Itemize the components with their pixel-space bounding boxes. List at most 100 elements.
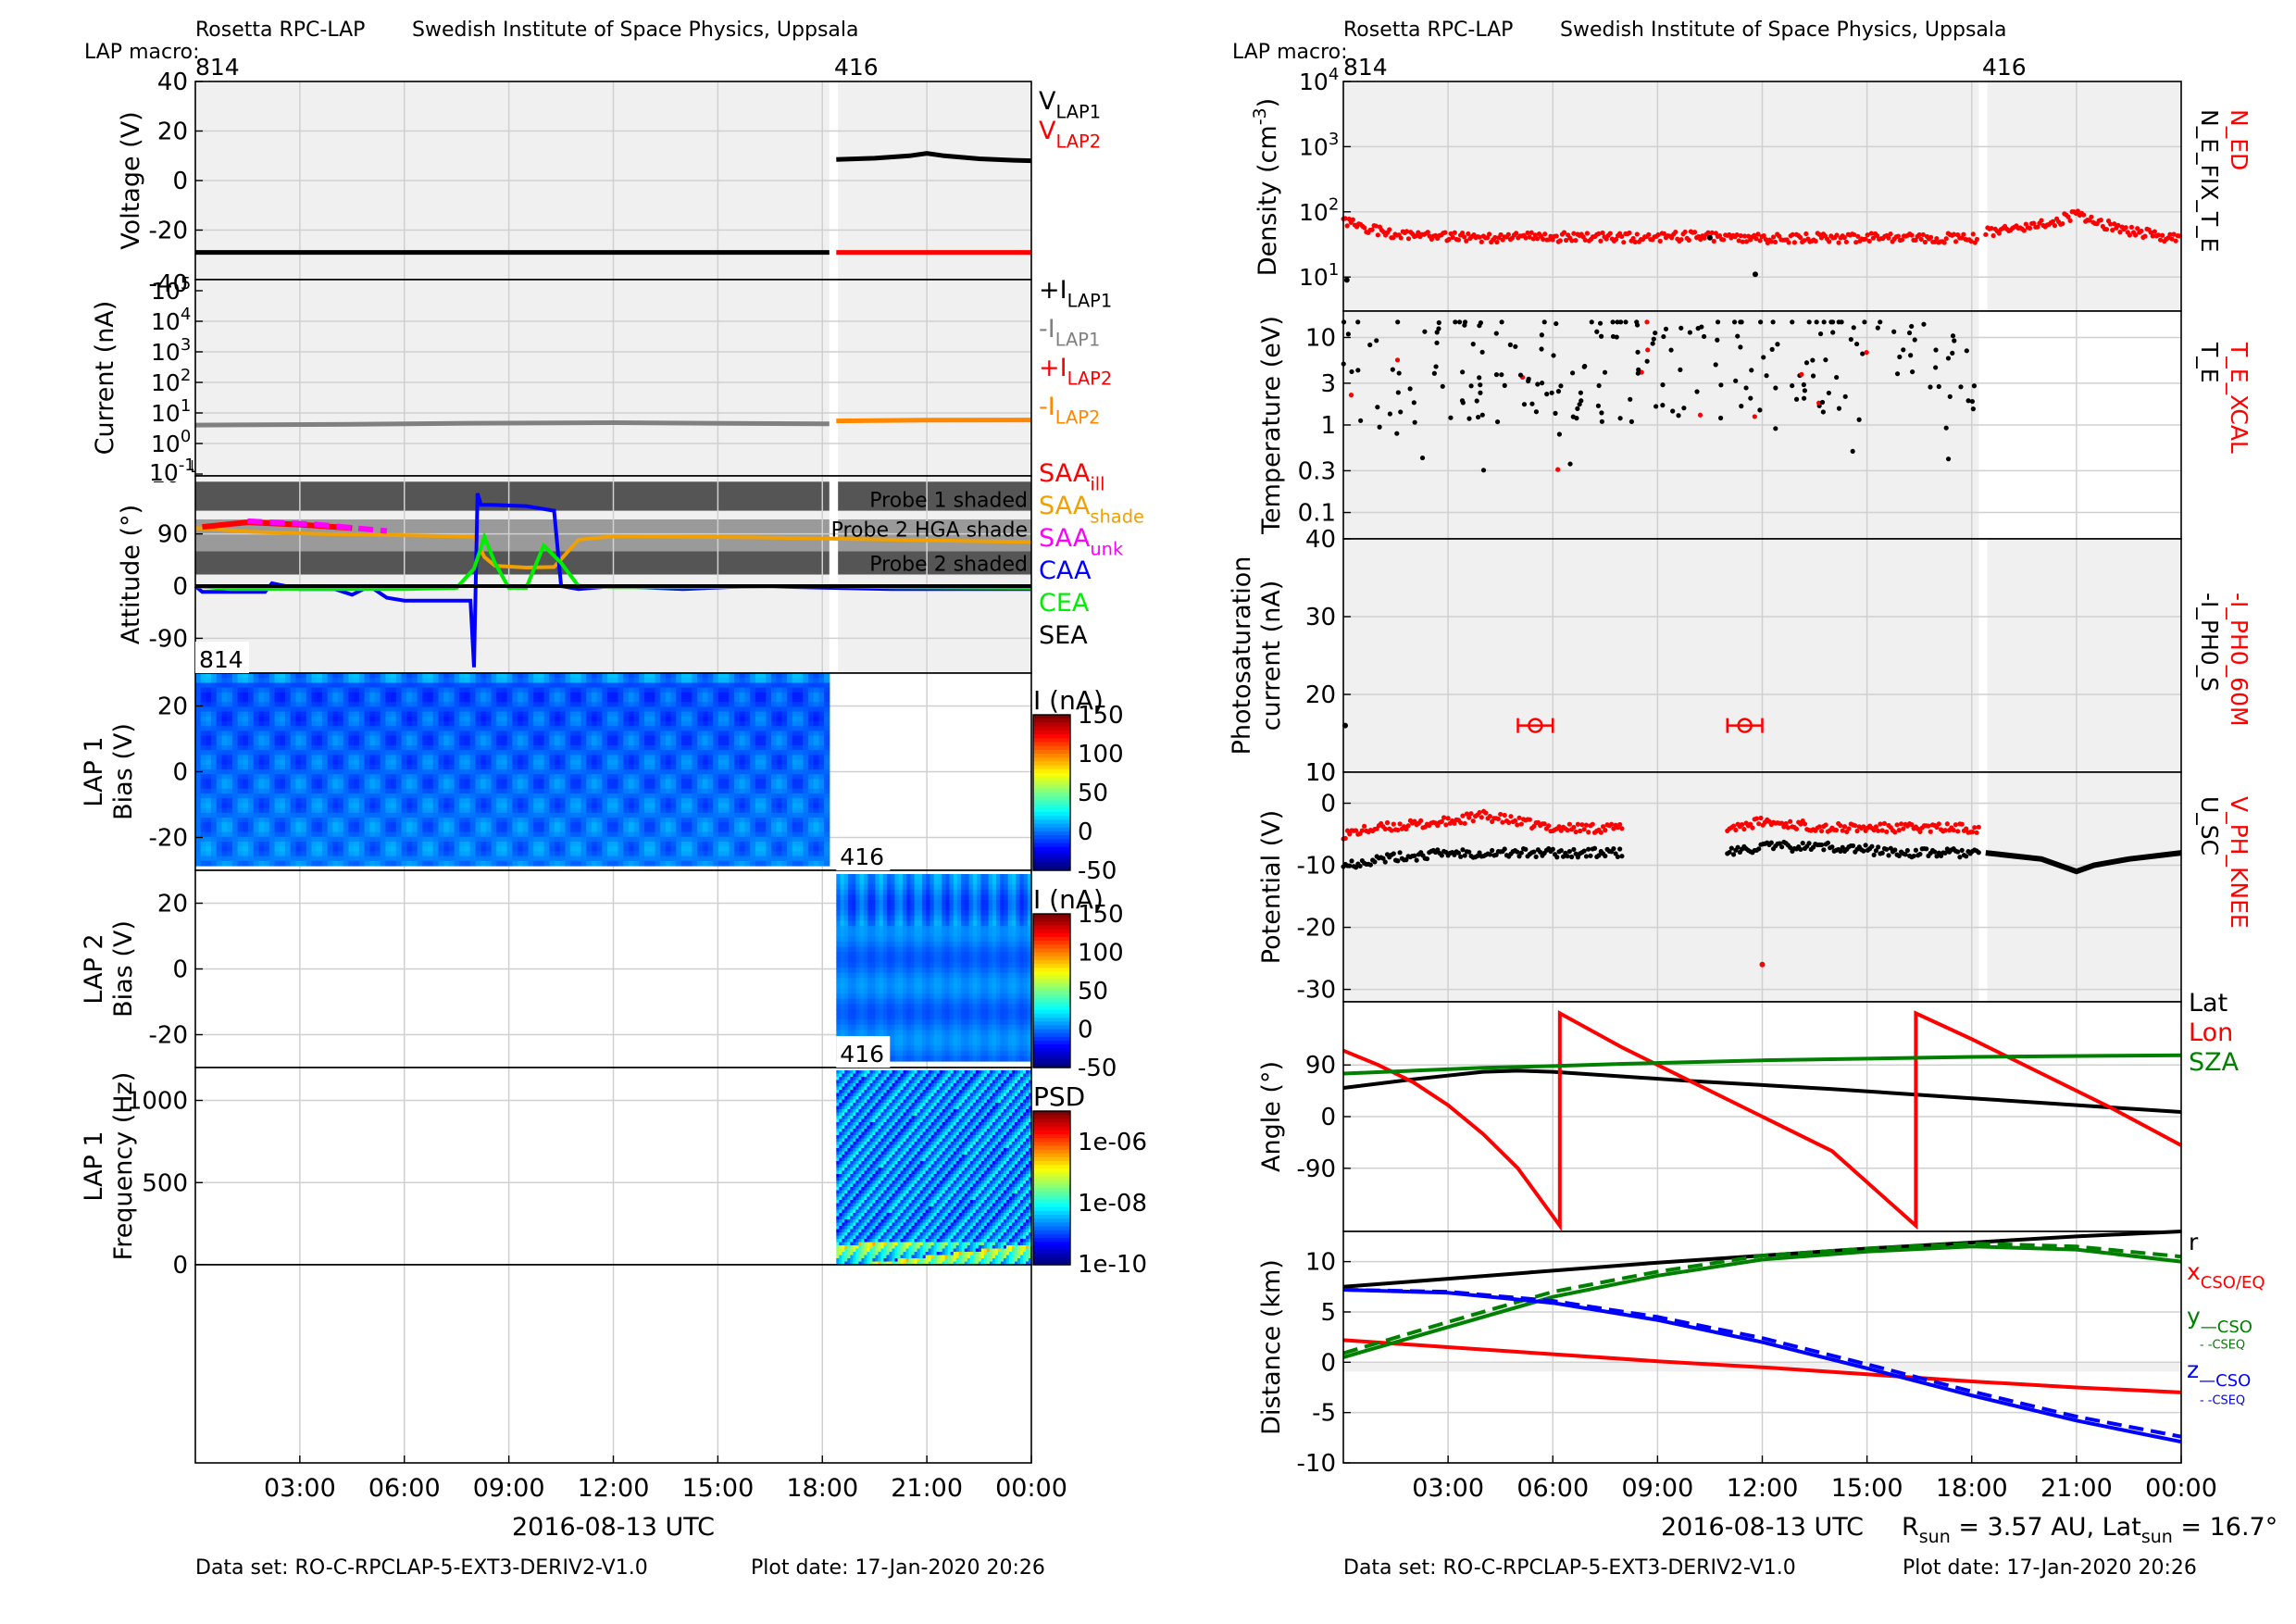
lap1-bias-panel-cell [639,764,645,770]
lap1-bias-panel-cell [729,774,735,780]
lap1-bias-panel-cell [755,740,762,746]
lap1-bias-panel-cell [485,842,493,847]
lap1-bias-panel-cell [237,687,243,693]
lap1-bias-panel-cell [776,740,783,746]
lap1-bias-panel-cell [268,740,276,746]
lap1-bias-panel-cell [268,774,276,780]
lap1-bias-panel-cell [454,759,460,766]
lap1-bias-panel-cell [803,779,809,785]
lap1-bias-panel-cell [528,807,534,814]
lap1-bias-panel-cell [332,697,339,703]
lap1-bias-panel-cell [528,702,534,707]
lap1-bias-panel-cell [665,818,672,823]
lap1-bias-panel-cell [586,678,593,683]
lap1-bias-panel-cell [633,783,640,790]
lap1-bias-panel-cell [660,827,667,833]
lap1-bias-panel-cell [633,682,640,689]
lap1-bias-panel-cell [348,860,355,867]
lap1-bias-panel-cell [518,755,524,761]
lap1-bias-panel-cell [528,856,534,862]
lap1-bias-panel-cell [227,731,233,737]
lap1-bias-panel-cell [686,851,693,857]
lap1-bias-panel-cell [676,774,682,780]
lap1-bias-panel-cell [565,783,571,790]
lap1-bias-panel-cell [580,726,587,731]
lap1-bias-panel-cell [618,745,624,751]
lap1-bias-panel-cell [428,702,434,707]
lap1-bias-panel-cell [248,846,255,852]
lap1-bias-panel-cell [243,831,249,838]
lap1-bias-panel-cell [459,692,466,698]
lap1-bias-panel-cell [797,735,804,742]
lap1-bias-panel-cell [248,807,255,814]
lap1-bias-panel-cell [591,831,598,838]
lap1-bias-panel-cell [686,842,693,847]
lap1-bias-panel-cell [739,687,746,693]
lap1-bias-panel-cell [665,842,672,847]
lap1-bias-panel-cell [555,759,561,766]
lap1-bias-panel-cell [268,673,276,679]
lap1-bias-panel-cell [301,750,307,756]
lap1-bias-panel-cell [596,822,603,828]
lap1-bias-panel-cell [665,731,672,737]
lap1-bias-panel-cell [496,716,503,722]
lap1-bias-panel-cell [327,827,333,833]
lap1-bias-panel-cell [602,788,608,794]
lap1-bias-panel-cell [760,692,767,698]
lap1-bias-panel-cell [729,793,735,799]
lap1-bias-panel-cell [301,803,307,809]
lap1-bias-panel-cell [285,697,292,703]
lap1-bias-panel-cell [448,745,455,751]
lap1-bias-panel-cell [771,755,778,761]
lap1-bias-panel-cell [607,735,614,742]
lap1-bias-panel-cell [448,827,455,833]
lap1-bias-panel-cell [395,759,403,766]
lap1-bias-panel-cell [702,851,709,857]
lap1-bias-panel-cell [206,779,212,785]
lap1-bias-panel-cell [401,769,407,775]
lap1-bias-panel-cell [501,779,508,785]
lap1-bias-panel-cell [633,697,640,703]
lap1-bias-panel-cell [280,745,286,751]
lap1-bias-panel-cell [290,692,297,698]
lap1-bias-panel-cell [575,740,582,746]
lap1-bias-panel-cell [533,755,540,761]
lap1-bias-panel-cell [358,831,366,838]
lap1-bias-panel-macro-tag-bg [195,642,249,673]
lap1-bias-panel-cell [411,735,418,742]
lap1-bias-panel-cell [586,818,593,823]
lap1-bias-panel-cell [491,788,497,794]
lap1-bias-panel-cell [417,687,423,693]
lap1-bias-panel-cell [448,836,455,843]
lap1-bias-panel-cell [586,827,593,833]
lap1-bias-panel-cell [358,860,366,867]
lap1-bias-panel-cell [496,697,503,703]
lap1-bias-panel-cell [485,764,493,770]
lap1-bias-panel-cell [776,726,783,731]
lap1-bias-panel-cell [702,846,709,852]
lap1-bias-panel-cell [649,697,656,703]
lap1-bias-panel-cell [253,721,260,727]
lap1-bias-panel-cell [343,803,350,809]
lap1-bias-panel-cell [332,860,339,867]
lap1-bias-panel-cell [781,793,788,799]
lap1-bias-panel-cell [280,673,286,679]
lap1-bias-panel-cell [258,706,265,713]
lap1-bias-panel-cell [543,856,550,862]
lap1-bias-panel-cell [670,716,677,722]
lap1-bias-panel-cell [718,692,725,698]
lap1-bias-panel-cell [538,818,545,823]
lap1-bias-panel-cell [702,731,709,737]
lap1-bias-panel-cell [676,682,682,689]
lap1-bias-panel-cell [602,735,608,742]
lap1-bias-panel-cell [317,735,323,742]
lap1-bias-panel-cell [612,697,619,703]
lap1-bias-panel-cell [290,755,297,761]
lap1-bias-panel-cell [538,735,545,742]
lap1-bias-panel-cell [290,774,297,780]
lap1-bias-panel-cell [417,740,423,746]
lap1-bias-panel-cell [565,682,571,689]
lap1-bias-panel-cell [697,731,704,737]
lap1-bias-panel-cell [348,831,355,838]
lap1-bias-panel-cell [432,755,440,761]
